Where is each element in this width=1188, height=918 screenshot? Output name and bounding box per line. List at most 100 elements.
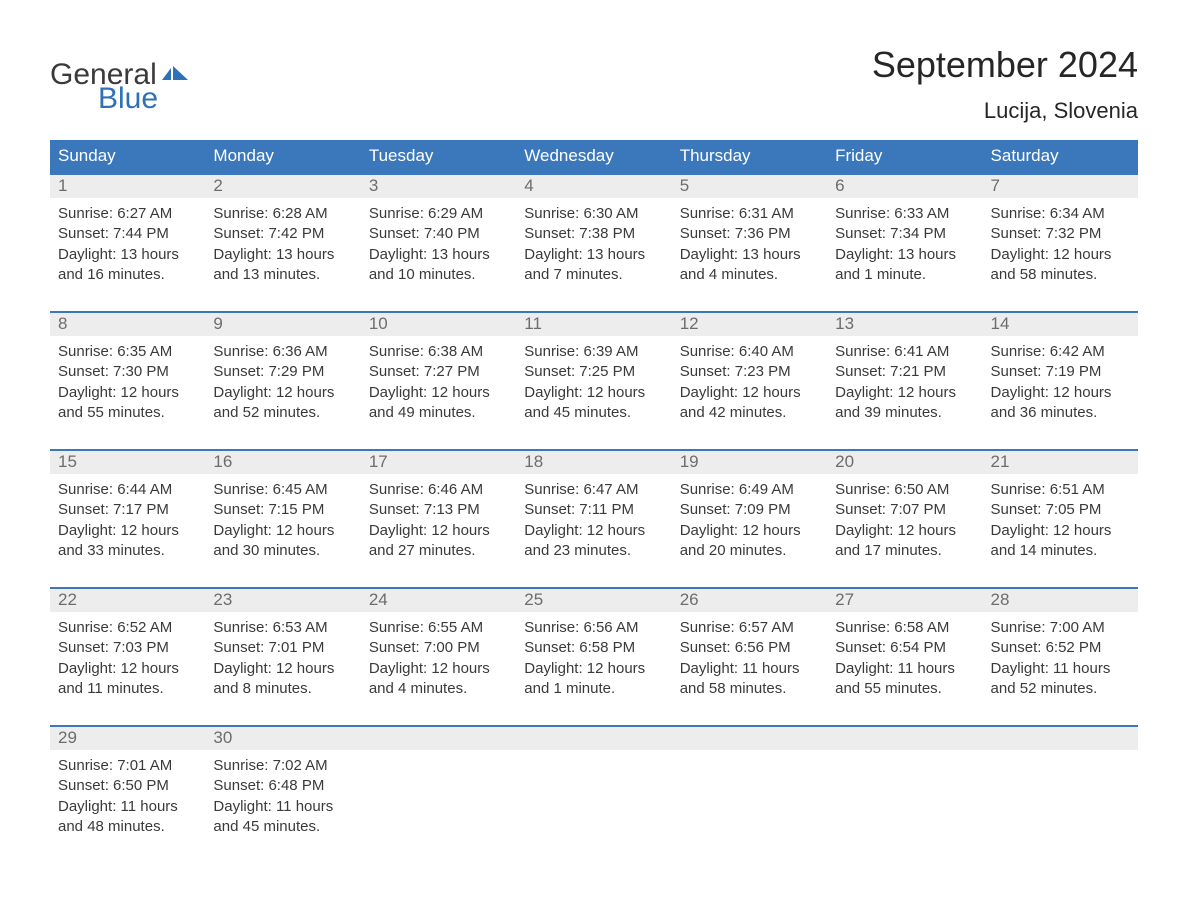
sunrise-line: Sunrise: 6:34 AM — [991, 204, 1130, 224]
weekday-header-cell: Friday — [827, 140, 982, 173]
date-number-cell: 21 — [983, 451, 1138, 474]
daylight-line: Daylight: 13 hours and 13 minutes. — [213, 245, 352, 286]
day-info-cell: Sunrise: 7:02 AMSunset: 6:48 PMDaylight:… — [205, 750, 360, 841]
date-number-cell: 9 — [205, 313, 360, 336]
sunrise-line: Sunrise: 6:27 AM — [58, 204, 197, 224]
date-number-cell — [361, 727, 516, 750]
title-block: September 2024 Lucija, Slovenia — [872, 30, 1138, 134]
sunrise-line: Sunrise: 6:53 AM — [213, 618, 352, 638]
sunset-line: Sunset: 7:38 PM — [524, 224, 663, 244]
date-number-cell: 29 — [50, 727, 205, 750]
date-number-cell: 12 — [672, 313, 827, 336]
sunrise-line: Sunrise: 6:52 AM — [58, 618, 197, 638]
sunrise-line: Sunrise: 6:38 AM — [369, 342, 508, 362]
date-info-row: Sunrise: 7:01 AMSunset: 6:50 PMDaylight:… — [50, 750, 1138, 841]
sunset-line: Sunset: 7:27 PM — [369, 362, 508, 382]
date-number-cell: 24 — [361, 589, 516, 612]
date-number-cell: 27 — [827, 589, 982, 612]
daylight-line: Daylight: 12 hours and 23 minutes. — [524, 521, 663, 562]
weekday-header-cell: Sunday — [50, 140, 205, 173]
sunrise-line: Sunrise: 7:01 AM — [58, 756, 197, 776]
sunset-line: Sunset: 7:03 PM — [58, 638, 197, 658]
date-number-cell: 20 — [827, 451, 982, 474]
daylight-line: Daylight: 12 hours and 30 minutes. — [213, 521, 352, 562]
date-number-row: 22232425262728 — [50, 587, 1138, 612]
date-number-row: 891011121314 — [50, 311, 1138, 336]
date-number-cell: 6 — [827, 175, 982, 198]
sunrise-line: Sunrise: 6:30 AM — [524, 204, 663, 224]
day-info-cell: Sunrise: 6:28 AMSunset: 7:42 PMDaylight:… — [205, 198, 360, 289]
calendar-week: 22232425262728Sunrise: 6:52 AMSunset: 7:… — [50, 587, 1138, 703]
sunset-line: Sunset: 7:29 PM — [213, 362, 352, 382]
daylight-line: Daylight: 12 hours and 33 minutes. — [58, 521, 197, 562]
day-info-cell: Sunrise: 6:34 AMSunset: 7:32 PMDaylight:… — [983, 198, 1138, 289]
date-number-cell: 18 — [516, 451, 671, 474]
date-number-cell: 19 — [672, 451, 827, 474]
daylight-line: Daylight: 12 hours and 58 minutes. — [991, 245, 1130, 286]
daylight-line: Daylight: 12 hours and 4 minutes. — [369, 659, 508, 700]
sunrise-line: Sunrise: 6:46 AM — [369, 480, 508, 500]
daylight-line: Daylight: 12 hours and 42 minutes. — [680, 383, 819, 424]
sunrise-line: Sunrise: 7:00 AM — [991, 618, 1130, 638]
sunrise-line: Sunrise: 6:35 AM — [58, 342, 197, 362]
month-title: September 2024 — [872, 44, 1138, 86]
sunrise-line: Sunrise: 6:36 AM — [213, 342, 352, 362]
day-info-cell: Sunrise: 6:46 AMSunset: 7:13 PMDaylight:… — [361, 474, 516, 565]
daylight-line: Daylight: 12 hours and 11 minutes. — [58, 659, 197, 700]
sunset-line: Sunset: 6:54 PM — [835, 638, 974, 658]
sunset-line: Sunset: 6:50 PM — [58, 776, 197, 796]
brand-word-2: Blue — [98, 84, 158, 114]
daylight-line: Daylight: 11 hours and 58 minutes. — [680, 659, 819, 700]
sunset-line: Sunset: 7:42 PM — [213, 224, 352, 244]
date-number-cell: 8 — [50, 313, 205, 336]
date-number-cell — [516, 727, 671, 750]
date-number-cell: 13 — [827, 313, 982, 336]
day-info-cell: Sunrise: 6:29 AMSunset: 7:40 PMDaylight:… — [361, 198, 516, 289]
sunset-line: Sunset: 6:48 PM — [213, 776, 352, 796]
day-info-cell: Sunrise: 6:36 AMSunset: 7:29 PMDaylight:… — [205, 336, 360, 427]
date-number-cell: 2 — [205, 175, 360, 198]
date-info-row: Sunrise: 6:52 AMSunset: 7:03 PMDaylight:… — [50, 612, 1138, 703]
sunrise-line: Sunrise: 6:31 AM — [680, 204, 819, 224]
sunset-line: Sunset: 7:30 PM — [58, 362, 197, 382]
day-info-cell: Sunrise: 6:58 AMSunset: 6:54 PMDaylight:… — [827, 612, 982, 703]
daylight-line: Daylight: 11 hours and 48 minutes. — [58, 797, 197, 838]
day-info-cell — [516, 750, 671, 841]
sunset-line: Sunset: 7:13 PM — [369, 500, 508, 520]
sunset-line: Sunset: 6:58 PM — [524, 638, 663, 658]
daylight-line: Daylight: 12 hours and 55 minutes. — [58, 383, 197, 424]
sunrise-line: Sunrise: 6:58 AM — [835, 618, 974, 638]
day-info-cell: Sunrise: 6:35 AMSunset: 7:30 PMDaylight:… — [50, 336, 205, 427]
day-info-cell: Sunrise: 7:01 AMSunset: 6:50 PMDaylight:… — [50, 750, 205, 841]
day-info-cell: Sunrise: 6:53 AMSunset: 7:01 PMDaylight:… — [205, 612, 360, 703]
date-number-cell: 30 — [205, 727, 360, 750]
location-label: Lucija, Slovenia — [872, 98, 1138, 124]
day-info-cell: Sunrise: 6:49 AMSunset: 7:09 PMDaylight:… — [672, 474, 827, 565]
daylight-line: Daylight: 13 hours and 4 minutes. — [680, 245, 819, 286]
day-info-cell — [827, 750, 982, 841]
date-number-row: 2930 — [50, 725, 1138, 750]
date-number-cell: 5 — [672, 175, 827, 198]
date-number-cell — [672, 727, 827, 750]
sunset-line: Sunset: 6:56 PM — [680, 638, 819, 658]
brand-flag-icon — [162, 64, 190, 88]
date-number-cell: 16 — [205, 451, 360, 474]
daylight-line: Daylight: 11 hours and 55 minutes. — [835, 659, 974, 700]
daylight-line: Daylight: 12 hours and 36 minutes. — [991, 383, 1130, 424]
daylight-line: Daylight: 12 hours and 1 minute. — [524, 659, 663, 700]
date-number-row: 15161718192021 — [50, 449, 1138, 474]
date-number-cell: 10 — [361, 313, 516, 336]
weekday-header-cell: Saturday — [983, 140, 1138, 173]
day-info-cell: Sunrise: 6:31 AMSunset: 7:36 PMDaylight:… — [672, 198, 827, 289]
calendar-week: 15161718192021Sunrise: 6:44 AMSunset: 7:… — [50, 449, 1138, 565]
day-info-cell — [983, 750, 1138, 841]
sunset-line: Sunset: 7:07 PM — [835, 500, 974, 520]
sunset-line: Sunset: 7:34 PM — [835, 224, 974, 244]
sunrise-line: Sunrise: 6:33 AM — [835, 204, 974, 224]
date-number-cell: 22 — [50, 589, 205, 612]
sunset-line: Sunset: 7:23 PM — [680, 362, 819, 382]
day-info-cell: Sunrise: 6:33 AMSunset: 7:34 PMDaylight:… — [827, 198, 982, 289]
day-info-cell: Sunrise: 6:55 AMSunset: 7:00 PMDaylight:… — [361, 612, 516, 703]
calendar-page: General Blue September 2024 Lucija, Slov… — [0, 0, 1188, 903]
sunset-line: Sunset: 7:21 PM — [835, 362, 974, 382]
